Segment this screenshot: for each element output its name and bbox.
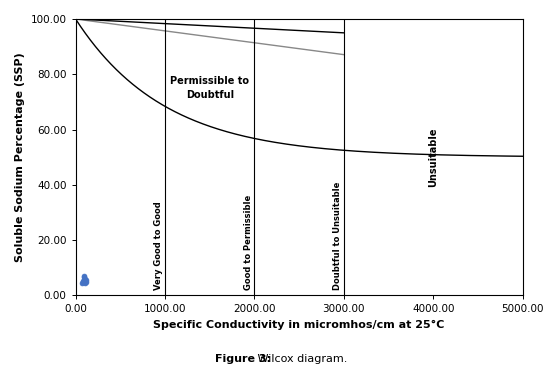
Text: Permissible to
Doubtful: Permissible to Doubtful <box>170 76 249 100</box>
Text: Wilcox diagram.: Wilcox diagram. <box>254 354 348 364</box>
Text: Figure 3:: Figure 3: <box>215 354 271 364</box>
Text: Very Good to Good: Very Good to Good <box>154 201 163 290</box>
Text: Doubtful to Unsuitable: Doubtful to Unsuitable <box>333 181 342 290</box>
Text: Good to Permissible: Good to Permissible <box>244 195 253 290</box>
X-axis label: Specific Conductivity in micromhos/cm at 25°C: Specific Conductivity in micromhos/cm at… <box>154 320 445 330</box>
Y-axis label: Soluble Sodium Percentage (SSP): Soluble Sodium Percentage (SSP) <box>15 52 25 262</box>
Text: Unsuitable: Unsuitable <box>428 127 438 187</box>
